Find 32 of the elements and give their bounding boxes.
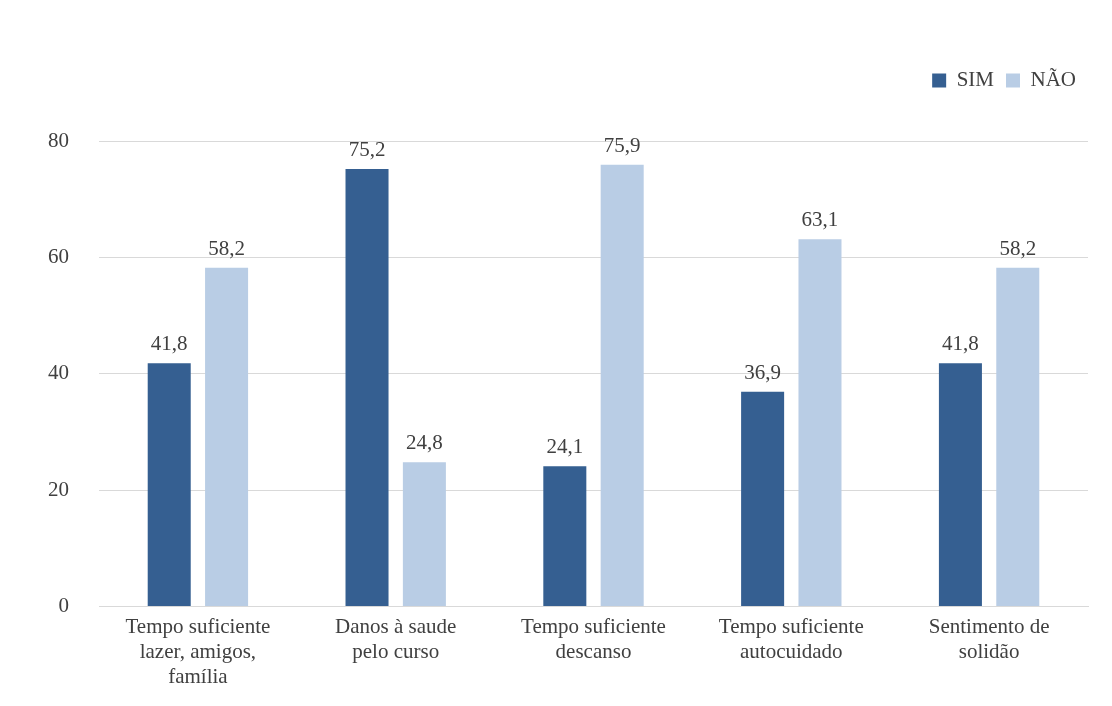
x-tick-label: Danos à saude pelo curso: [335, 613, 457, 663]
y-tick-label: 0: [58, 592, 69, 617]
data-label: 58,2: [208, 235, 245, 260]
data-label: 75,9: [603, 132, 641, 157]
bar: [600, 164, 644, 606]
y-tick-label: 40: [48, 360, 69, 385]
bar: [798, 239, 842, 606]
legend-label: SIM: [956, 67, 995, 92]
y-tick-label: 60: [48, 243, 69, 268]
bar: [147, 363, 191, 606]
bar: [543, 466, 587, 606]
data-label: 24,1: [546, 434, 584, 459]
bar: [996, 267, 1040, 606]
data-label: 75,2: [348, 136, 386, 161]
data-label: 58,2: [999, 235, 1037, 260]
y-tick-label: 80: [48, 127, 69, 152]
x-tick-label: Tempo suficiente autocuidado: [718, 613, 864, 663]
data-label: 24,8: [406, 430, 443, 455]
data-label: 41,8: [942, 331, 979, 356]
x-tick-label: Tempo suficiente descanso: [521, 613, 666, 663]
bar: [402, 462, 446, 606]
x-tick-label: Tempo suficiente lazer, amigos, família: [125, 613, 271, 688]
bar: [345, 168, 389, 606]
data-label: 63,1: [801, 207, 839, 232]
legend-label: NÃO: [1030, 67, 1076, 92]
data-label: 36,9: [744, 359, 781, 384]
bar: [938, 363, 982, 606]
bar: [741, 391, 785, 606]
bar: [205, 267, 249, 606]
y-tick-label: 20: [48, 476, 69, 501]
data-label: 41,8: [150, 331, 188, 356]
x-tick-label: Sentimento de solidão: [928, 613, 1050, 663]
